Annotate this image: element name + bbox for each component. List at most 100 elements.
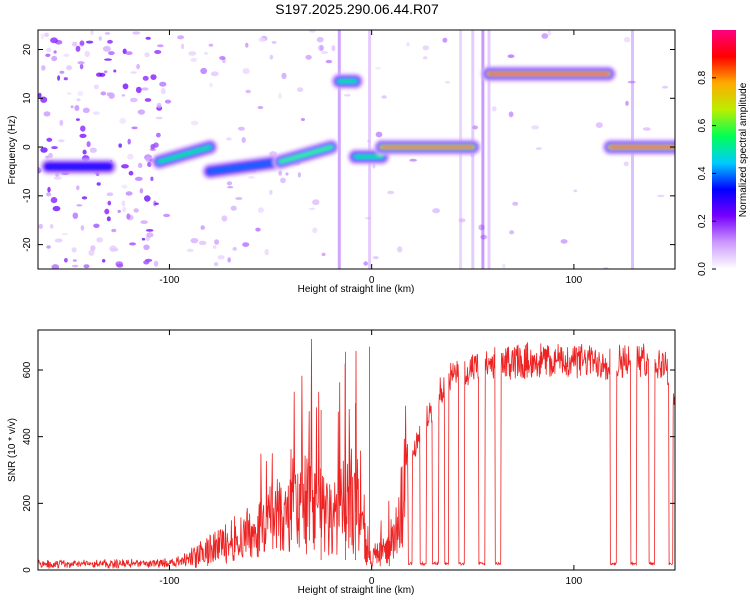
noise-speck xyxy=(238,126,245,131)
noise-speck xyxy=(76,185,80,191)
noise-speck xyxy=(119,117,126,124)
noise-speck xyxy=(662,85,669,89)
noise-speck xyxy=(79,40,85,46)
noise-speck xyxy=(301,118,305,121)
noise-speck xyxy=(278,92,282,99)
noise-speck xyxy=(560,239,568,244)
noise-speck xyxy=(109,245,117,252)
x-tick-label: 100 xyxy=(566,275,583,286)
noise-speck xyxy=(121,184,128,189)
noise-speck xyxy=(80,125,86,132)
noise-speck xyxy=(38,92,42,98)
noise-speck xyxy=(57,75,61,81)
y-tick-label: -20 xyxy=(22,237,33,252)
x-tick-label: -100 xyxy=(159,275,179,286)
noise-speck xyxy=(312,227,318,234)
noise-speck xyxy=(72,212,79,219)
noise-speck xyxy=(153,142,159,148)
noise-speck xyxy=(72,259,77,262)
noise-speck xyxy=(132,31,141,35)
noise-speck xyxy=(74,105,80,111)
snr-line xyxy=(38,338,675,570)
noise-speck xyxy=(491,106,497,112)
noise-speck xyxy=(309,207,316,210)
noise-speck xyxy=(141,237,146,241)
noise-speck xyxy=(595,122,603,128)
y-tick-label: 20 xyxy=(22,44,33,56)
noise-speck xyxy=(46,137,53,142)
noise-speck xyxy=(541,33,549,39)
noise-speck xyxy=(480,234,488,240)
noise-speck xyxy=(278,170,283,176)
noise-speck xyxy=(212,245,217,249)
noise-speck xyxy=(96,72,103,77)
noise-speck xyxy=(627,80,636,84)
spectral-track xyxy=(208,160,282,173)
spectral-streak xyxy=(481,30,485,269)
noise-speck xyxy=(241,137,246,143)
noise-speck xyxy=(113,69,117,73)
noise-speck xyxy=(106,192,114,197)
noise-speck xyxy=(131,126,138,130)
noise-speck xyxy=(478,224,485,231)
noise-speck xyxy=(47,186,51,193)
snr-series xyxy=(38,338,675,570)
noise-speck xyxy=(150,74,157,80)
noise-speck xyxy=(134,176,143,181)
x-tick-label: 0 xyxy=(369,275,375,286)
noise-speck xyxy=(145,229,154,232)
y-tick-label: 200 xyxy=(22,495,33,512)
noise-speck xyxy=(269,189,273,195)
noise-speck xyxy=(100,91,107,96)
noise-speck xyxy=(623,36,631,43)
noise-speck xyxy=(75,45,81,52)
noise-speck xyxy=(117,209,121,213)
noise-speck xyxy=(235,197,243,200)
noise-speck xyxy=(38,223,43,229)
noise-speck xyxy=(72,41,78,47)
noise-speck xyxy=(149,148,156,152)
noise-speck xyxy=(364,216,372,220)
noise-speck xyxy=(41,65,46,71)
noise-speck xyxy=(226,137,232,141)
noise-speck xyxy=(64,258,68,263)
noise-speck xyxy=(141,87,149,91)
colorbar-tick-label: 0.4 xyxy=(697,166,708,180)
noise-speck xyxy=(372,256,379,260)
spectrogram-y-label: Frequency (Hz) xyxy=(7,116,18,185)
noise-speck xyxy=(77,90,84,97)
noise-speck xyxy=(625,100,629,106)
noise-speck xyxy=(226,181,233,186)
noise-speck xyxy=(96,182,101,186)
noise-speck xyxy=(512,201,519,206)
noise-speck xyxy=(213,262,219,267)
noise-speck xyxy=(164,99,172,104)
noise-speck xyxy=(502,263,506,269)
noise-speck xyxy=(190,57,198,63)
noise-speck xyxy=(320,51,329,54)
noise-speck xyxy=(77,61,85,65)
noise-speck xyxy=(190,238,199,244)
noise-speck xyxy=(271,41,277,44)
y-tick-label: 10 xyxy=(22,92,33,104)
spectrogram-x-ticks: -100 0 100 xyxy=(159,30,583,286)
noise-speck xyxy=(657,194,665,198)
noise-speck xyxy=(104,208,110,215)
noise-speck xyxy=(150,176,154,181)
noise-speck xyxy=(104,58,112,61)
noise-speck xyxy=(46,192,52,197)
noise-speck xyxy=(59,119,64,126)
noise-speck xyxy=(200,225,205,230)
noise-speck xyxy=(296,87,304,93)
noise-speck xyxy=(422,45,430,51)
noise-speck xyxy=(116,263,124,268)
noise-speck xyxy=(209,82,213,88)
noise-speck xyxy=(144,52,150,58)
noise-speck xyxy=(51,146,58,150)
noise-speck xyxy=(137,162,143,169)
noise-speck xyxy=(160,88,166,95)
y-tick-label: -10 xyxy=(22,188,33,203)
spectrogram-y-ticks: -20 -10 0 10 20 xyxy=(22,44,675,252)
noise-speck xyxy=(186,248,194,253)
